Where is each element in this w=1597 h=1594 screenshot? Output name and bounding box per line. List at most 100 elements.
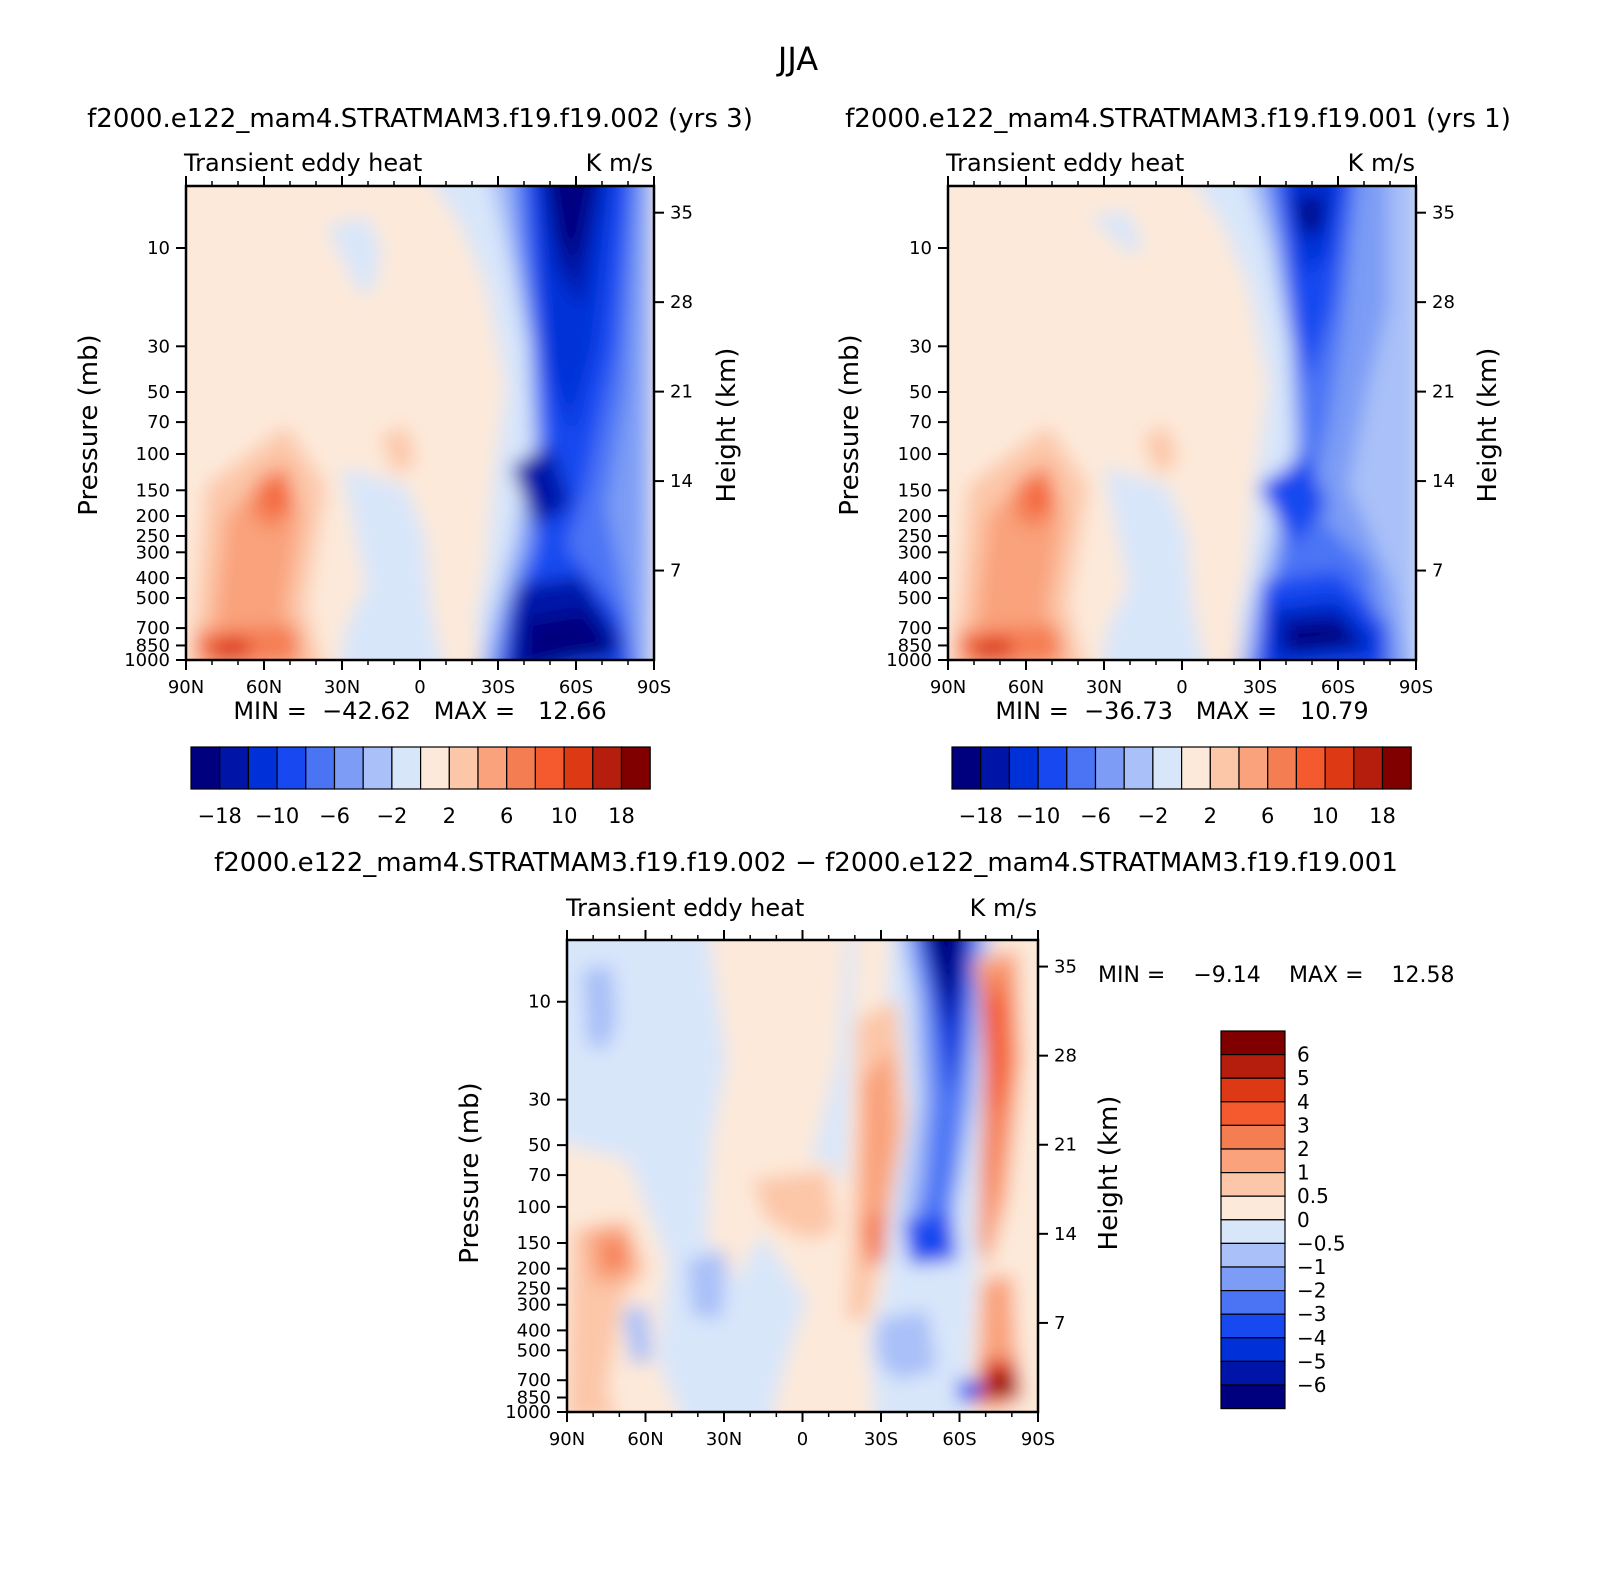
colorbar-box	[1220, 1124, 1286, 1150]
y2-tick-label: 28	[1432, 292, 1455, 313]
colorbar-box	[276, 746, 307, 790]
colorbar-label: 18	[608, 804, 635, 828]
colorbar-box	[247, 746, 278, 790]
y-tick-label: 100	[517, 1197, 551, 1218]
y-tick-label: 150	[898, 480, 932, 501]
colorbar-label: 1	[1297, 1161, 1310, 1185]
contour-fill	[1088, 211, 1143, 256]
colorbar-label: −18	[959, 804, 1003, 828]
x-tick-label: 60S	[559, 677, 593, 698]
contour-fill	[973, 636, 1013, 660]
colorbar-box	[1353, 746, 1384, 790]
x-tick-label: 30N	[1086, 677, 1122, 698]
x-tick-label: 90S	[637, 677, 671, 698]
colorbar-label: −5	[1297, 1349, 1326, 1373]
y2-tick-label: 35	[670, 203, 693, 224]
y-tick-label: 70	[909, 412, 932, 433]
contour-fill	[1288, 624, 1358, 651]
contour-fill	[982, 995, 1007, 1120]
contour-fill	[268, 484, 286, 512]
y2-tick-label: 7	[1054, 1313, 1065, 1334]
x-tick-label: 90N	[549, 1429, 585, 1450]
panel-diff-subtitle-left: Transient eddy heat	[565, 894, 804, 922]
colorbar-box	[1324, 746, 1355, 790]
panel-a-subtitle-left: Transient eddy heat	[183, 149, 422, 177]
panel-diff-y2label: Height (km)	[1094, 1096, 1124, 1251]
colorbar-label: −4	[1297, 1326, 1326, 1350]
x-tick-label: 60N	[627, 1429, 663, 1450]
x-tick-label: 30N	[706, 1429, 742, 1450]
colorbar-box	[1220, 1053, 1286, 1079]
colorbar-box	[1220, 1077, 1286, 1103]
contour-fill	[1258, 456, 1328, 546]
colorbar-label: 6	[1297, 1043, 1310, 1067]
x-tick-label: 90S	[1021, 1429, 1055, 1450]
y-tick-label: 10	[909, 238, 932, 259]
x-tick-label: 60S	[1321, 677, 1355, 698]
contour-fill	[511, 446, 571, 526]
y-tick-label: 700	[136, 618, 170, 639]
y-tick-label: 50	[909, 382, 932, 403]
y2-tick-label: 28	[670, 292, 693, 313]
colorbar-box	[1220, 1360, 1286, 1386]
y-tick-label: 500	[898, 588, 932, 609]
colorbar-box	[1123, 746, 1154, 790]
contour-fill	[862, 1210, 887, 1265]
colorbar-label: 18	[1369, 804, 1396, 828]
colorbar-label: 3	[1297, 1113, 1310, 1137]
x-tick-label: 0	[797, 1429, 808, 1450]
colorbar-box	[1066, 746, 1097, 790]
x-tick-label: 90S	[1399, 677, 1433, 698]
colorbar-box	[1238, 746, 1269, 790]
panel-b-colorbar: −18 −10 −6 −2 2 6 10 18	[951, 746, 1412, 828]
colorbar-label: 5	[1297, 1066, 1310, 1090]
y-tick-label: 50	[147, 382, 170, 403]
y-tick-label: 300	[136, 542, 170, 563]
colorbar-label: −18	[198, 804, 242, 828]
colorbar-box	[1220, 1171, 1286, 1197]
y2-tick-label: 35	[1432, 203, 1455, 224]
y-tick-label: 500	[136, 588, 170, 609]
y-tick-label: 100	[898, 444, 932, 465]
y-tick-label: 30	[909, 336, 932, 357]
panel-a-axes: 90N 60N 30N 0 30S 60S 90S103050701001502002503…	[124, 176, 693, 698]
colorbar-box	[1220, 1337, 1286, 1363]
panel-b-subtitle-right: K m/s	[1348, 149, 1415, 177]
x-tick-label: 30S	[1243, 677, 1277, 698]
panel-diff-axes: 90N 60N 30N 0 30S 60S 90S103050701001502002503…	[505, 930, 1077, 1450]
panel-a-ylabel: Pressure (mb)	[74, 334, 104, 515]
panel-a-plot-area	[186, 186, 654, 660]
colorbar-box	[1381, 746, 1412, 790]
colorbar-label: −10	[1016, 804, 1060, 828]
colorbar-box	[1220, 1384, 1286, 1410]
y-tick-label: 70	[147, 412, 170, 433]
colorbar-label: 2	[1297, 1137, 1310, 1161]
panel-a-subtitle-right: K m/s	[586, 149, 653, 177]
contour-fill	[989, 1375, 1015, 1395]
colorbar-label: −10	[255, 804, 299, 828]
contour-fill	[1298, 204, 1320, 230]
colorbar-box	[563, 746, 594, 790]
colorbar-box	[620, 746, 651, 790]
colorbar-box	[219, 746, 249, 790]
x-tick-label: 60N	[246, 677, 282, 698]
x-tick-label: 30N	[324, 677, 360, 698]
y-tick-label: 700	[898, 618, 932, 639]
panel-a-plot	[184, 184, 656, 662]
y2-tick-label: 21	[1432, 382, 1455, 403]
contour-fill	[957, 1380, 982, 1402]
panel-b-title: f2000.e122_mam4.STRATMAM3.f19.f19.001 (y…	[845, 104, 1511, 134]
contour-fill	[526, 611, 616, 660]
panel-b-y2label: Height (km)	[1473, 348, 1503, 503]
y-tick-label: 300	[898, 542, 932, 563]
panel-b-plot-area	[948, 186, 1416, 660]
contour-fill	[622, 1305, 652, 1365]
y2-tick-label: 14	[670, 471, 693, 492]
colorbar-label: −3	[1297, 1302, 1326, 1326]
colorbar-box	[1094, 746, 1125, 790]
colorbar-box	[190, 746, 221, 790]
colorbar-box	[477, 746, 508, 790]
contour-fill	[381, 426, 416, 476]
panel-a-title: f2000.e122_mam4.STRATMAM3.f19.f19.002 (y…	[87, 104, 753, 134]
y-tick-label: 400	[898, 568, 932, 589]
